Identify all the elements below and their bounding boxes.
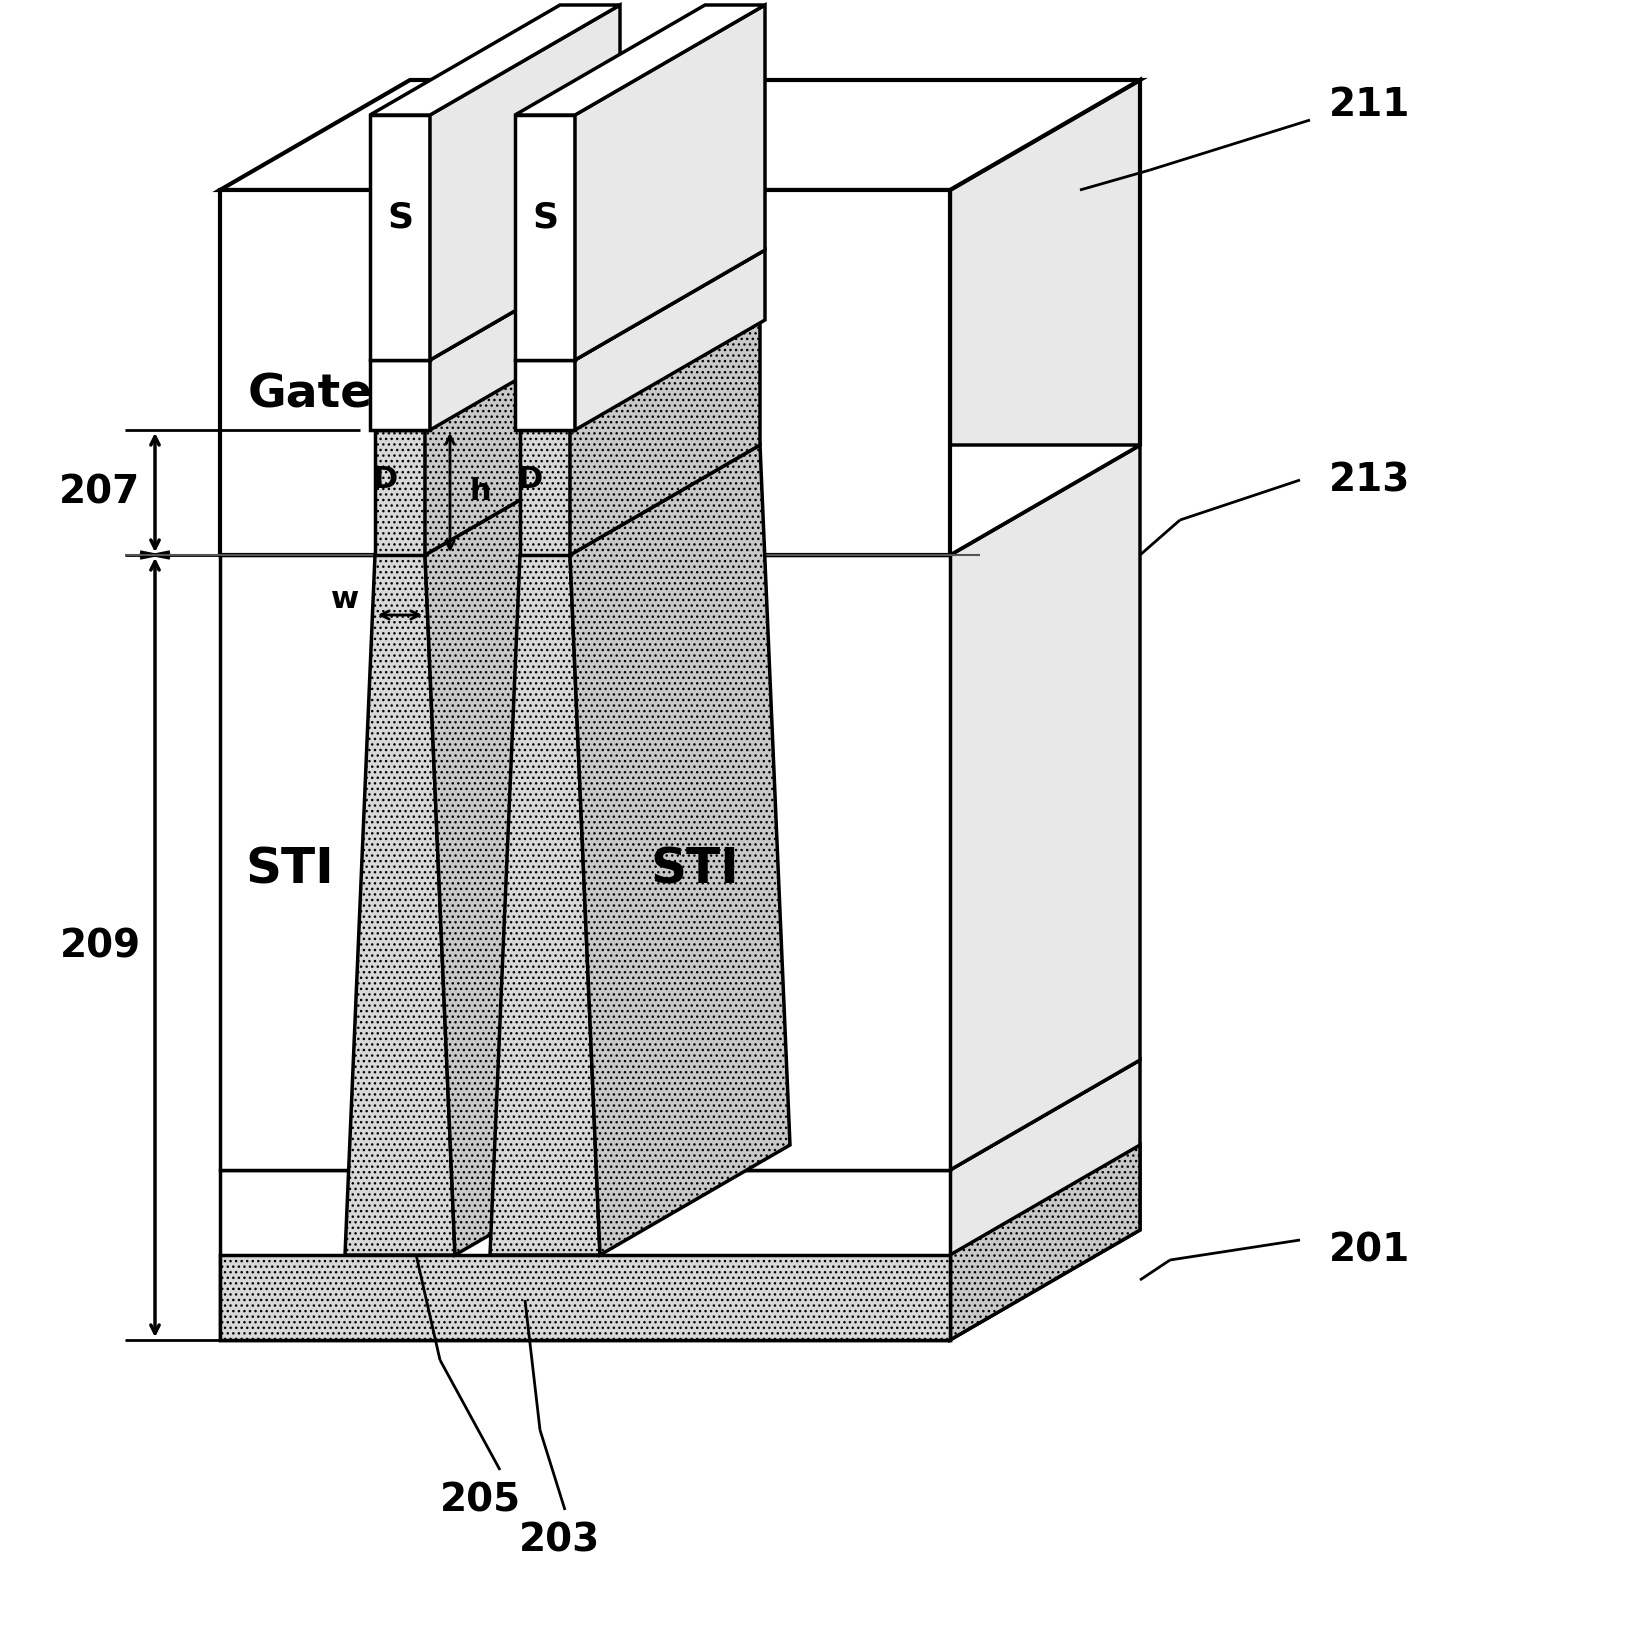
Text: 203: 203 [519, 1521, 600, 1558]
Text: 213: 213 [1328, 461, 1409, 499]
Polygon shape [374, 320, 615, 431]
Polygon shape [514, 250, 765, 361]
Polygon shape [949, 80, 1139, 556]
Polygon shape [344, 556, 455, 1254]
Text: STI: STI [651, 847, 738, 894]
Text: h: h [470, 478, 491, 507]
Polygon shape [519, 320, 760, 431]
Polygon shape [369, 361, 430, 431]
Polygon shape [219, 1170, 949, 1341]
Polygon shape [570, 320, 760, 556]
Polygon shape [519, 431, 570, 556]
Polygon shape [425, 445, 644, 1254]
Polygon shape [514, 115, 575, 361]
Text: w: w [331, 585, 359, 614]
Polygon shape [570, 445, 789, 1254]
Polygon shape [219, 556, 949, 1170]
Polygon shape [575, 5, 765, 361]
Polygon shape [369, 250, 620, 361]
Text: STI: STI [246, 847, 335, 894]
Polygon shape [369, 115, 430, 361]
Polygon shape [219, 190, 949, 556]
Text: D: D [372, 465, 397, 494]
Polygon shape [369, 5, 620, 115]
Text: 207: 207 [59, 473, 140, 510]
Polygon shape [514, 361, 575, 431]
Polygon shape [949, 445, 1139, 1170]
Text: 201: 201 [1328, 1232, 1409, 1269]
Text: 205: 205 [438, 1480, 521, 1519]
Polygon shape [575, 250, 765, 431]
Text: 211: 211 [1328, 86, 1409, 124]
Polygon shape [219, 1060, 1139, 1170]
Polygon shape [430, 250, 620, 431]
Text: S: S [387, 200, 412, 234]
Polygon shape [949, 1146, 1139, 1341]
Text: Gate: Gate [247, 372, 372, 418]
Text: 209: 209 [59, 928, 140, 965]
Polygon shape [430, 5, 620, 361]
Polygon shape [949, 1060, 1139, 1341]
Polygon shape [425, 320, 615, 556]
Text: D: D [517, 465, 542, 494]
Polygon shape [219, 80, 1139, 190]
Polygon shape [514, 5, 765, 115]
Polygon shape [219, 1254, 949, 1341]
Polygon shape [374, 431, 425, 556]
Polygon shape [219, 445, 1139, 556]
Polygon shape [489, 556, 600, 1254]
Text: S: S [532, 200, 557, 234]
